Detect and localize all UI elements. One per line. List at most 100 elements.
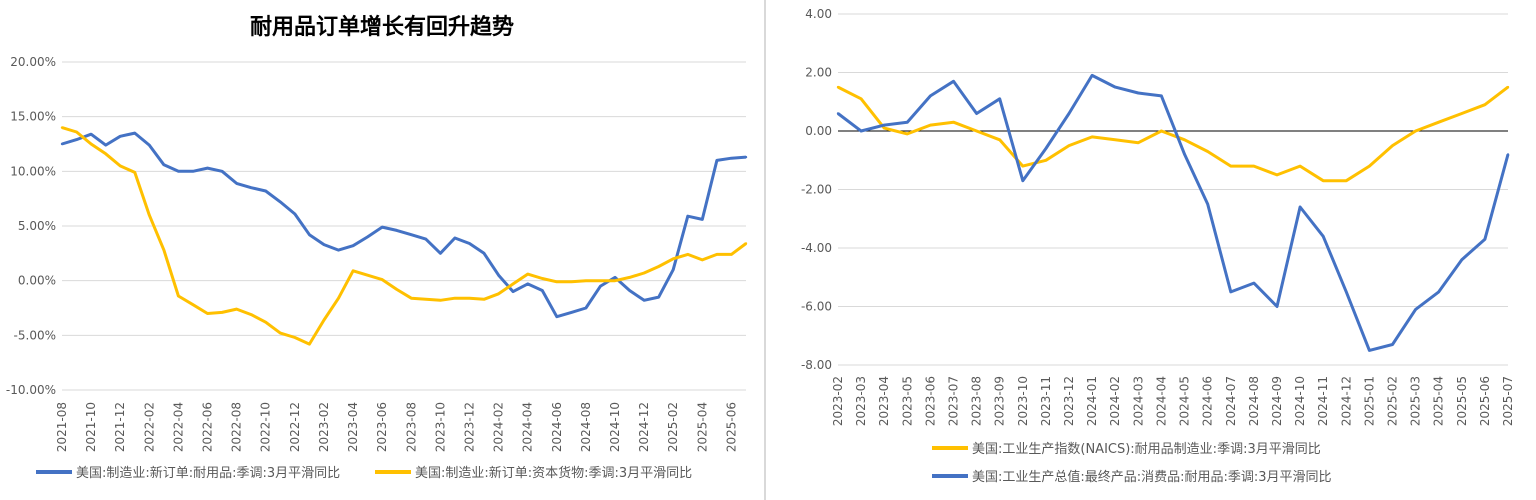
data-point <box>308 233 311 236</box>
data-point <box>1391 343 1394 346</box>
data-point <box>526 272 529 276</box>
y-tick-label: 0.00% <box>18 274 56 288</box>
data-point <box>395 288 398 291</box>
data-point <box>599 279 602 282</box>
x-tick-label: 2025-02 <box>1385 376 1399 426</box>
data-point <box>952 80 955 83</box>
data-point <box>1298 205 1302 209</box>
data-point <box>1437 121 1440 124</box>
data-point <box>177 170 180 173</box>
data-point <box>975 112 978 115</box>
legend-label-capital-goods-orders: 美国:制造业:新订单:资本货物:季调:3月平滑同比 <box>415 465 692 481</box>
y-tick-label: 10.00% <box>10 164 56 178</box>
y-tick-label: 2.00 <box>805 66 832 80</box>
data-point <box>570 311 573 314</box>
left-chart-panel: 耐用品订单增长有回升趋势 20.00% 15.00% 10.00% 5.00% 0.00… <box>0 0 764 500</box>
data-point <box>453 236 457 240</box>
data-point <box>279 331 282 335</box>
data-point <box>998 138 1001 141</box>
data-point <box>162 163 166 166</box>
data-point <box>1021 179 1024 182</box>
legend-label-durable-goods-orders: 美国:制造业:新订单:耐用品:季调:3月平滑同比 <box>76 465 340 481</box>
data-point <box>482 252 486 255</box>
data-point <box>410 233 413 236</box>
data-point <box>322 318 326 322</box>
data-point <box>1275 173 1279 177</box>
data-point <box>1137 141 1140 144</box>
x-tick-label: 2023-12 <box>1062 376 1076 426</box>
x-tick-label: 2024-03 <box>1131 376 1145 426</box>
data-point <box>1114 138 1117 141</box>
x-tick-label: 2022-06 <box>201 402 215 452</box>
x-tick-label: 2023-12 <box>462 402 476 452</box>
data-point <box>148 143 151 147</box>
left-x-axis: 2021-08 2021-10 2021-12 2022-02 2022-04 2022-… <box>55 402 738 452</box>
x-tick-label: 2023-10 <box>1016 376 1030 426</box>
data-point <box>526 282 529 286</box>
data-point <box>453 297 457 300</box>
data-point <box>337 297 340 300</box>
legend-label-industrial-production-output: 美国:工业生产总值:最终产品:消费品:耐用品:季调:3月平滑同比 <box>972 469 1332 485</box>
data-point <box>89 142 93 146</box>
data-point <box>1460 112 1463 115</box>
data-point <box>1206 202 1209 206</box>
data-point <box>1368 349 1371 352</box>
data-point <box>906 132 909 136</box>
data-point <box>75 130 78 134</box>
data-point <box>744 155 748 159</box>
data-point <box>497 292 500 295</box>
data-point <box>1345 179 1348 182</box>
data-point <box>584 306 588 310</box>
data-point <box>998 97 1001 101</box>
left-y-axis: 20.00% 15.00% 10.00% 5.00% 0.00% -5.00% -10.00… <box>6 55 56 397</box>
data-point <box>104 143 107 147</box>
x-tick-label: 2022-08 <box>230 402 244 452</box>
data-point <box>1229 290 1232 294</box>
data-point <box>859 129 863 133</box>
data-point <box>60 142 64 146</box>
data-point <box>657 265 660 268</box>
data-point <box>701 258 704 262</box>
x-tick-label: 2024-10 <box>608 402 622 452</box>
data-point <box>119 164 122 168</box>
data-point <box>439 252 442 255</box>
data-point <box>264 189 267 193</box>
right-legend: 美国:工业生产指数(NAICS):耐用品制造业:季调:3月平滑同比 美国:工业生… <box>932 442 1332 485</box>
x-tick-label: 2024-02 <box>1108 376 1122 426</box>
data-point <box>628 289 631 292</box>
data-point <box>541 289 544 292</box>
x-tick-label: 2024-12 <box>1339 376 1353 426</box>
data-point <box>1067 112 1071 115</box>
chart-title: 耐用品订单增长有回升趋势 <box>250 14 514 40</box>
x-tick-label: 2023-03 <box>854 376 868 426</box>
data-point <box>206 166 209 170</box>
data-point <box>424 237 427 241</box>
y-tick-label: 20.00% <box>10 55 56 69</box>
data-point <box>1506 153 1510 156</box>
data-point <box>468 242 471 245</box>
x-tick-label: 2024-08 <box>1247 376 1261 426</box>
data-point <box>1160 129 1163 133</box>
x-tick-label: 2025-06 <box>724 402 738 452</box>
data-point <box>1345 290 1348 294</box>
data-point <box>1206 150 1209 153</box>
right-chart-panel: 4.00 2.00 0.00 -2.00 -4.00 -6.00 -8.00 2023-02… <box>766 0 1536 500</box>
data-point <box>293 212 297 216</box>
series-line-1 <box>837 73 1510 352</box>
x-tick-label: 2024-06 <box>1201 376 1215 426</box>
left-series-lines <box>60 126 748 346</box>
data-point <box>929 123 932 127</box>
data-point <box>929 94 932 98</box>
data-point <box>1252 164 1256 168</box>
data-point <box>60 126 64 129</box>
data-point <box>235 307 238 311</box>
data-point <box>1391 144 1394 147</box>
data-point <box>686 253 689 256</box>
y-tick-label: 15.00% <box>10 110 56 124</box>
data-point <box>1044 159 1048 162</box>
data-point <box>599 284 602 288</box>
right-series-lines <box>836 73 1510 352</box>
y-tick-label: -10.00% <box>6 383 56 397</box>
data-point <box>1044 147 1048 150</box>
x-tick-label: 2024-02 <box>492 402 506 452</box>
